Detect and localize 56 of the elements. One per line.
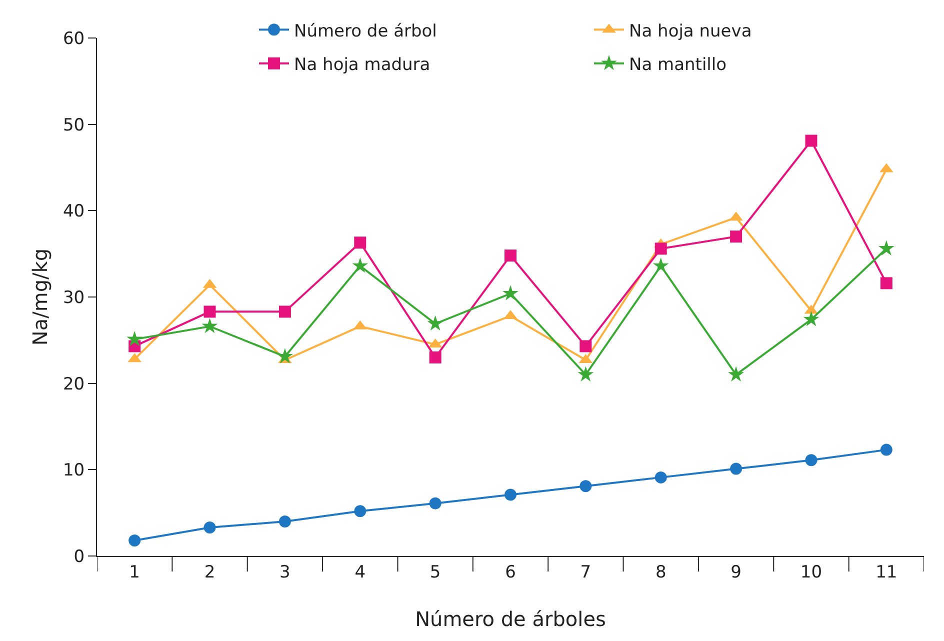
point — [652, 258, 669, 273]
point — [654, 471, 667, 484]
point — [354, 236, 366, 249]
point — [880, 277, 892, 290]
x-tick-label: 8 — [655, 562, 666, 582]
point — [354, 505, 366, 518]
point — [728, 366, 744, 382]
point — [803, 311, 820, 326]
point — [654, 242, 667, 255]
x-tick-label: 5 — [430, 562, 441, 582]
point — [202, 318, 218, 334]
point — [126, 330, 143, 346]
point — [429, 497, 442, 510]
legend-label: Número de árbol — [294, 21, 437, 42]
point — [427, 315, 444, 331]
y-tick-label: 60 — [62, 28, 85, 49]
x-tick-label: 6 — [505, 562, 516, 582]
y-tick-label: 30 — [62, 288, 85, 308]
point — [805, 454, 818, 466]
point — [730, 462, 742, 475]
point — [880, 444, 892, 456]
point — [580, 480, 592, 492]
point — [278, 515, 291, 528]
point — [504, 250, 516, 262]
y-tick-label: 10 — [62, 460, 85, 481]
point — [502, 285, 518, 300]
x-tick-label: 2 — [204, 562, 216, 582]
point — [805, 134, 818, 147]
point — [276, 348, 293, 364]
point — [128, 534, 141, 546]
legend-label: Na hoja madura — [294, 54, 430, 75]
y-tick-label: 40 — [62, 202, 85, 222]
point — [578, 366, 594, 382]
x-tick-label: 1 — [129, 562, 140, 582]
point — [204, 306, 216, 318]
y-axis-title: Na/mg/kg — [28, 248, 52, 346]
x-axis-title: Número de árboles — [415, 606, 606, 631]
legend-label: Na mantillo — [629, 54, 727, 75]
y-tick-label: 50 — [62, 115, 85, 136]
point — [730, 230, 742, 243]
x-tick-label: 3 — [280, 562, 290, 582]
point — [278, 306, 291, 318]
point — [504, 488, 516, 501]
y-tick-label: 20 — [62, 374, 85, 394]
legend-label: Na hoja nueva — [629, 21, 752, 42]
x-tick-label: 10 — [800, 562, 822, 582]
x-tick-label: 11 — [876, 562, 898, 582]
point — [878, 240, 894, 256]
point — [429, 351, 442, 364]
point — [580, 340, 592, 352]
y-tick-label: 0 — [74, 546, 85, 567]
x-tick-label: 4 — [354, 562, 366, 582]
x-tick-label: 9 — [730, 562, 742, 582]
point — [204, 522, 216, 534]
point — [352, 258, 368, 273]
x-tick-label: 7 — [580, 562, 592, 582]
